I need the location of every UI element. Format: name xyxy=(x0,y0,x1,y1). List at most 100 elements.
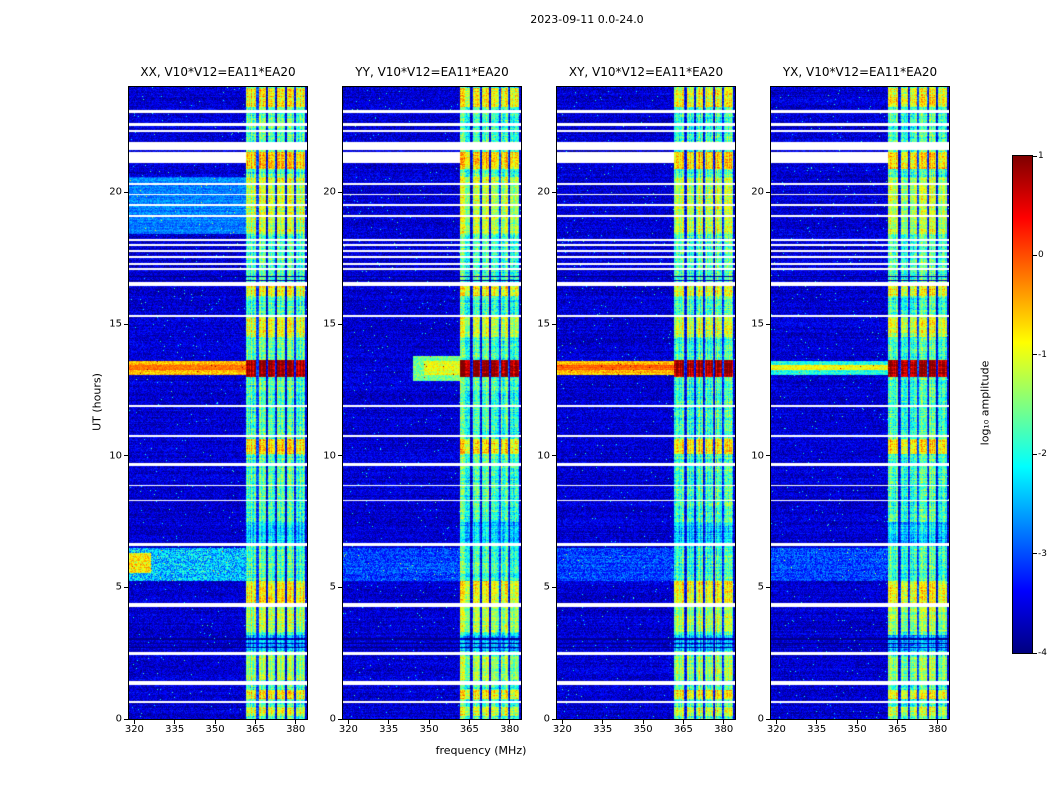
colorbar-tick-mark xyxy=(1033,652,1037,654)
y-tick-mark xyxy=(124,191,128,193)
y-tick-mark xyxy=(766,323,770,325)
colorbar-tick-label: -4 xyxy=(1038,648,1047,658)
x-tick-mark xyxy=(816,720,818,724)
x-tick-mark xyxy=(468,720,470,724)
y-tick-mark xyxy=(338,455,342,457)
colorbar-tick-mark xyxy=(1033,155,1037,157)
y-tick-label: 15 xyxy=(751,318,764,330)
x-tick-mark xyxy=(509,720,511,724)
y-tick-label: 10 xyxy=(537,450,550,462)
x-tick-mark xyxy=(775,720,777,724)
colorbar-tick-label: -3 xyxy=(1038,548,1047,559)
y-tick-label: 20 xyxy=(323,186,336,198)
y-tick-label: 15 xyxy=(537,318,550,330)
y-tick-label: 5 xyxy=(115,581,122,593)
panel-yx: YX, V10*V12=EA11*EA20 320 335 350 365 380 0 5 10… xyxy=(751,65,950,735)
x-tick-label: 350 xyxy=(847,724,867,735)
x-tick-label: 380 xyxy=(286,724,306,735)
panel-title-xx: XX, V10*V12=EA11*EA20 xyxy=(140,65,296,79)
heatmap-yy xyxy=(343,87,521,719)
y-tick-label: 0 xyxy=(757,713,764,725)
y-tick-mark xyxy=(552,586,556,588)
y-tick-label: 10 xyxy=(109,450,122,462)
y-tick-mark xyxy=(338,323,342,325)
y-tick-label: 10 xyxy=(323,450,336,462)
y-tick-label: 5 xyxy=(329,581,336,593)
colorbar-tick-mark xyxy=(1033,553,1037,555)
x-tick-mark xyxy=(896,720,898,724)
y-tick-label: 10 xyxy=(751,450,764,462)
x-tick-label: 365 xyxy=(459,724,479,735)
y-tick-mark xyxy=(552,323,556,325)
y-tick-mark xyxy=(124,455,128,457)
y-tick-label: 20 xyxy=(109,186,122,198)
figure-title: 2023-09-11 0.0-24.0 xyxy=(530,13,644,26)
y-tick-mark xyxy=(552,718,556,720)
x-tick-mark xyxy=(682,720,684,724)
x-tick-mark xyxy=(214,720,216,724)
x-tick-label: 320 xyxy=(766,724,786,735)
panel-title-yx: YX, V10*V12=EA11*EA20 xyxy=(782,65,938,79)
y-tick-mark xyxy=(338,586,342,588)
y-tick-mark xyxy=(124,586,128,588)
x-tick-mark xyxy=(723,720,725,724)
y-tick-label: 15 xyxy=(323,318,336,330)
y-tick-label: 0 xyxy=(329,713,336,725)
x-tick-mark xyxy=(295,720,297,724)
colorbar-label: log₁₀ amplitude xyxy=(978,360,992,446)
panel-title-yy: YY, V10*V12=EA11*EA20 xyxy=(355,65,509,79)
colorbar: 1 0 -1 -2 -3 -4 xyxy=(1012,151,1047,658)
colorbar-tick-mark xyxy=(1033,254,1037,256)
y-tick-mark xyxy=(338,191,342,193)
panel-yy: YY, V10*V12=EA11*EA20 320 335 350 365 380 0 5 10… xyxy=(323,65,522,735)
x-tick-label: 380 xyxy=(500,724,520,735)
y-tick-mark xyxy=(552,455,556,457)
heatmap-xy xyxy=(557,87,735,719)
x-tick-label: 320 xyxy=(552,724,572,735)
y-tick-mark xyxy=(766,191,770,193)
x-tick-label: 320 xyxy=(338,724,358,735)
heatmap-xx xyxy=(129,87,307,719)
x-tick-label: 335 xyxy=(379,724,399,735)
x-tick-mark xyxy=(642,720,644,724)
x-tick-mark xyxy=(856,720,858,724)
y-tick-label: 0 xyxy=(115,713,122,725)
x-tick-mark xyxy=(937,720,939,724)
y-tick-label: 15 xyxy=(109,318,122,330)
y-tick-label: 0 xyxy=(543,713,550,725)
x-tick-label: 350 xyxy=(205,724,225,735)
x-tick-label: 365 xyxy=(673,724,693,735)
panel-xx: XX, V10*V12=EA11*EA20 320 335 350 365 380 0 5 10… xyxy=(109,65,308,735)
colorbar-tick-label: 1 xyxy=(1038,151,1044,161)
y-tick-label: 5 xyxy=(757,581,764,593)
y-axis-label: UT (hours) xyxy=(90,373,104,431)
x-axis-label: frequency (MHz) xyxy=(435,744,527,757)
colorbar-gradient xyxy=(1013,156,1032,653)
y-tick-mark xyxy=(766,718,770,720)
x-tick-label: 365 xyxy=(245,724,265,735)
y-tick-label: 5 xyxy=(543,581,550,593)
x-tick-label: 350 xyxy=(633,724,653,735)
y-tick-mark xyxy=(124,323,128,325)
colorbar-tick-mark xyxy=(1033,453,1037,455)
x-tick-mark xyxy=(133,720,135,724)
y-tick-mark xyxy=(766,586,770,588)
x-tick-mark xyxy=(388,720,390,724)
x-tick-mark xyxy=(428,720,430,724)
panel-xy: XY, V10*V12=EA11*EA20 320 335 350 365 380 0 5 10… xyxy=(537,65,736,735)
x-tick-label: 320 xyxy=(124,724,144,735)
colorbar-tick-label: -1 xyxy=(1038,349,1047,360)
y-tick-mark xyxy=(338,718,342,720)
x-tick-label: 335 xyxy=(807,724,827,735)
heatmap-yx xyxy=(771,87,949,719)
y-tick-mark xyxy=(766,455,770,457)
y-tick-mark xyxy=(552,191,556,193)
y-tick-label: 20 xyxy=(751,186,764,198)
x-tick-label: 365 xyxy=(887,724,907,735)
x-tick-label: 380 xyxy=(928,724,948,735)
x-tick-label: 335 xyxy=(593,724,613,735)
colorbar-tick-label: 0 xyxy=(1038,250,1044,261)
x-tick-label: 380 xyxy=(714,724,734,735)
x-tick-mark xyxy=(254,720,256,724)
colorbar-tick-mark xyxy=(1033,354,1037,356)
